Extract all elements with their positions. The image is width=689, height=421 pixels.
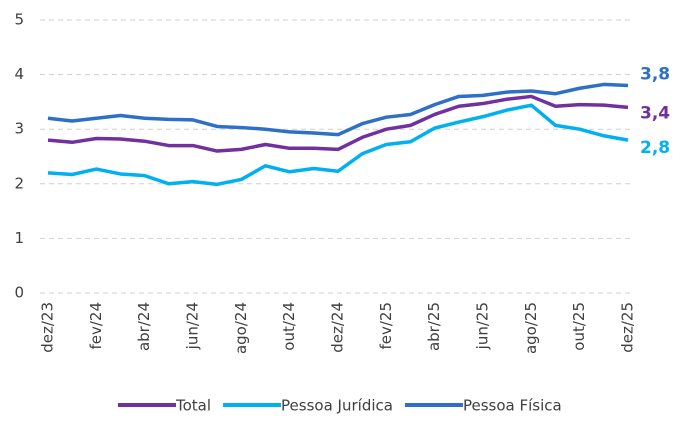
x-tick-label: dez/25 — [619, 302, 637, 353]
x-tick-label: fev/24 — [87, 302, 105, 350]
y-tick-label: 2 — [14, 174, 24, 192]
x-tick-label: jun/24 — [184, 302, 202, 350]
legend-label: Pessoa Física — [463, 397, 562, 415]
x-tick-label: ago/24 — [232, 302, 250, 354]
x-tick-label: abr/25 — [425, 302, 443, 351]
y-tick-label: 3 — [14, 120, 24, 138]
legend-label: Pessoa Jurídica — [281, 397, 393, 415]
x-tick-label: fev/25 — [377, 302, 395, 350]
x-tick-label: dez/24 — [329, 302, 347, 353]
series-line — [47, 82, 629, 137]
value-label: 3,4 — [640, 103, 670, 123]
value-label: 2,8 — [640, 138, 670, 158]
x-tick-label: ago/25 — [522, 302, 540, 354]
series-line — [47, 94, 629, 153]
x-tick-label: jun/25 — [474, 302, 492, 350]
series-line — [47, 103, 629, 187]
x-tick-label: abr/24 — [135, 302, 153, 351]
y-tick-label: 0 — [14, 284, 24, 302]
legend-label: Total — [175, 397, 211, 415]
y-tick-label: 5 — [14, 11, 24, 29]
x-tick-label: out/24 — [280, 302, 298, 351]
value-label: 3,8 — [640, 65, 670, 85]
x-tick-label: dez/23 — [39, 302, 57, 353]
y-tick-label: 4 — [14, 65, 24, 83]
x-tick-label: out/25 — [570, 302, 588, 351]
y-tick-label: 1 — [14, 229, 24, 247]
